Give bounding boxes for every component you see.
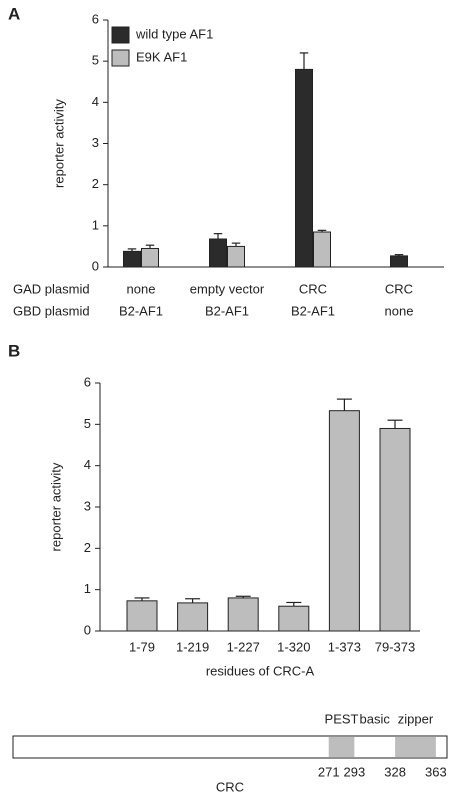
- bar: [227, 245, 245, 268]
- domain-start: 271: [318, 764, 340, 779]
- protein-name: CRC: [216, 779, 244, 794]
- row-label: GBD plasmid: [13, 303, 90, 318]
- panel-label: B: [8, 341, 20, 360]
- x-tick-label: 1-320: [277, 639, 310, 654]
- domain-label: zipper: [398, 711, 434, 726]
- row-label: GAD plasmid: [13, 281, 90, 296]
- x-tick-label: CRC: [299, 281, 327, 296]
- bar: [227, 597, 259, 632]
- y-axis-label: reporter activity: [51, 99, 66, 188]
- domain-label: PEST: [325, 711, 359, 726]
- domain-label: basic: [360, 711, 391, 726]
- legend-swatch: [111, 49, 130, 67]
- y-tick-label: 5: [92, 53, 99, 68]
- bar: [126, 600, 158, 632]
- x-axis-label: residues of CRC-A: [206, 663, 315, 678]
- x-tick-label: none: [385, 303, 414, 318]
- bar: [390, 255, 408, 268]
- legend-label: E9K AF1: [136, 49, 187, 64]
- bar: [328, 410, 360, 632]
- bar: [141, 247, 159, 268]
- bar: [379, 427, 411, 632]
- y-axis-label: reporter activity: [48, 462, 63, 551]
- y-tick-label: 0: [92, 258, 99, 273]
- x-tick-label: 1-79: [129, 639, 155, 654]
- x-tick-label: 79-373: [375, 639, 415, 654]
- bar: [209, 238, 227, 268]
- bar: [177, 602, 209, 632]
- y-tick-label: 4: [84, 457, 91, 472]
- x-tick-label: none: [127, 281, 156, 296]
- legend-label: wild type AF1: [135, 26, 213, 41]
- y-tick-label: 1: [84, 581, 91, 596]
- bar: [278, 605, 310, 632]
- x-tick-label: 1-373: [328, 639, 361, 654]
- x-tick-label: B2-AF1: [291, 303, 335, 318]
- x-tick-label: 1-227: [227, 639, 260, 654]
- bar: [123, 250, 141, 268]
- y-tick-label: 0: [84, 622, 91, 637]
- y-tick-label: 3: [84, 498, 91, 513]
- y-tick-label: 4: [92, 94, 99, 109]
- domain-end: 293: [343, 764, 365, 779]
- y-tick-label: 2: [92, 176, 99, 191]
- panel-label: A: [8, 4, 20, 23]
- domain-box: [395, 737, 436, 757]
- y-tick-label: 6: [92, 11, 99, 26]
- x-tick-label: empty vector: [190, 281, 265, 296]
- x-tick-label: B2-AF1: [205, 303, 249, 318]
- y-tick-label: 5: [84, 416, 91, 431]
- legend-swatch: [111, 26, 130, 44]
- x-tick-label: 1-219: [176, 639, 209, 654]
- bar: [295, 68, 313, 268]
- x-tick-label: CRC: [385, 281, 413, 296]
- domain-end: 363: [425, 764, 447, 779]
- y-tick-label: 1: [92, 217, 99, 232]
- x-tick-label: B2-AF1: [119, 303, 163, 318]
- y-tick-label: 6: [84, 374, 91, 389]
- domain-start: 328: [384, 764, 406, 779]
- protein-bar: [12, 735, 448, 759]
- y-tick-label: 2: [84, 540, 91, 555]
- domain-box: [328, 737, 355, 757]
- y-tick-label: 3: [92, 135, 99, 150]
- bar: [313, 231, 331, 268]
